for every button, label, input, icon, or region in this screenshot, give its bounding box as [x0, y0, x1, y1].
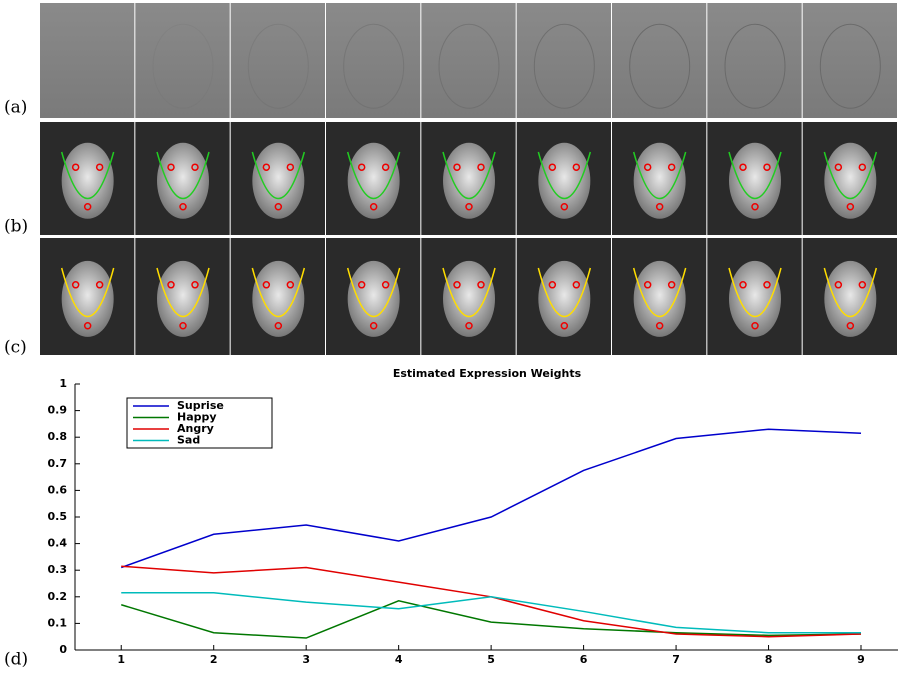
x-tick-label: 9 — [857, 653, 865, 666]
series-line — [121, 593, 861, 633]
x-tick-label: 4 — [395, 653, 403, 666]
series-line — [121, 601, 861, 638]
face — [157, 143, 209, 219]
y-tick-label: 0.7 — [48, 457, 68, 470]
residual-image — [803, 3, 897, 118]
face — [538, 261, 590, 337]
chart-title: Estimated Expression Weights — [393, 367, 582, 380]
x-tick-label: 1 — [117, 653, 125, 666]
series-line — [121, 429, 861, 567]
residual-image — [707, 3, 801, 118]
x-tick-label: 2 — [210, 653, 218, 666]
panel-label: (c) — [4, 338, 27, 358]
panel-label: (b) — [4, 217, 28, 237]
y-tick-label: 0.3 — [48, 563, 68, 576]
face — [824, 143, 876, 219]
series-line — [121, 566, 861, 636]
face — [252, 143, 304, 219]
x-tick-label: 5 — [487, 653, 495, 666]
y-tick-label: 0.2 — [48, 590, 68, 603]
face — [729, 143, 781, 219]
x-tick-label: 8 — [765, 653, 773, 666]
residual-image — [231, 3, 325, 118]
panel-label: (d) — [4, 650, 28, 670]
y-tick-label: 0.6 — [48, 483, 68, 496]
face — [348, 143, 400, 219]
residual-image — [135, 3, 229, 118]
face — [157, 261, 209, 337]
residual-image — [326, 3, 420, 118]
face — [824, 261, 876, 337]
y-tick-label: 0 — [59, 643, 67, 656]
y-tick-label: 0.8 — [48, 430, 68, 443]
face — [729, 261, 781, 337]
residual-image — [421, 3, 515, 118]
image-strips — [40, 3, 897, 355]
face — [252, 261, 304, 337]
face — [62, 143, 114, 219]
panel-label: (a) — [4, 98, 27, 118]
residual-image — [517, 3, 611, 118]
residual-image — [612, 3, 706, 118]
legend-label: Sad — [177, 434, 200, 447]
face — [538, 143, 590, 219]
face — [634, 261, 686, 337]
x-tick-label: 7 — [672, 653, 680, 666]
x-tick-label: 3 — [302, 653, 310, 666]
y-tick-label: 0.1 — [48, 616, 68, 629]
face — [443, 261, 495, 337]
y-tick-label: 0.4 — [48, 537, 68, 550]
y-tick-label: 0.5 — [48, 510, 68, 523]
y-tick-label: 0.9 — [48, 404, 68, 417]
page: (a) (b) (c) (d) Estimated Expression Wei… — [0, 0, 899, 673]
face — [62, 261, 114, 337]
face — [443, 143, 495, 219]
y-tick-label: 1 — [59, 377, 67, 390]
face — [634, 143, 686, 219]
residual-image — [40, 3, 134, 118]
face — [348, 261, 400, 337]
figure: (a) (b) (c) (d) Estimated Expression Wei… — [0, 0, 899, 673]
x-tick-label: 6 — [580, 653, 588, 666]
